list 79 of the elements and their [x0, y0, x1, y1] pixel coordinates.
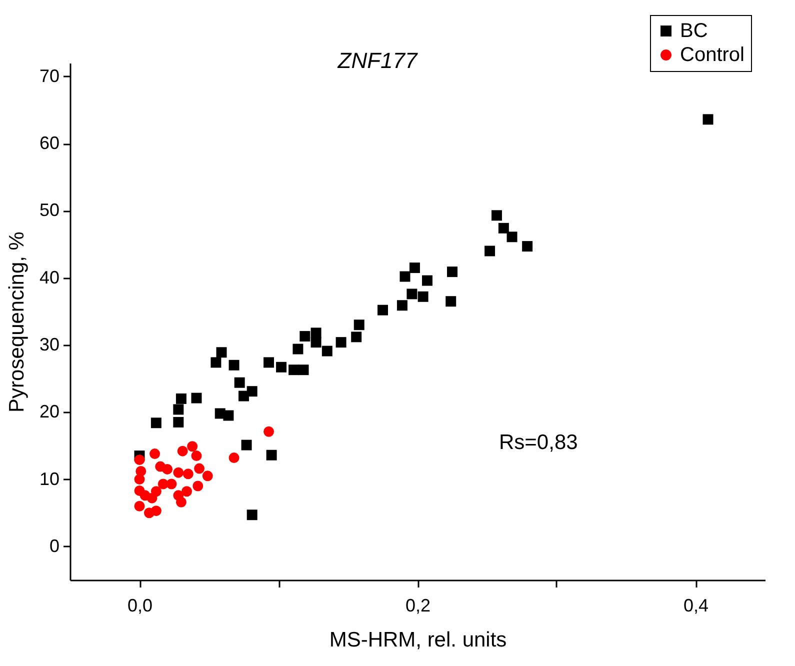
- point: [173, 404, 184, 415]
- point: [336, 337, 346, 348]
- point: [187, 441, 198, 452]
- chart-title: ZNF177: [336, 48, 418, 73]
- point: [173, 467, 184, 478]
- point: [246, 386, 258, 397]
- point: [491, 210, 502, 221]
- y-axis-title: Pyrosequencing, %: [5, 232, 28, 412]
- point: [134, 474, 145, 485]
- point: [177, 446, 188, 456]
- point: [223, 410, 234, 421]
- point: [246, 510, 258, 520]
- point: [264, 357, 274, 368]
- point: [447, 266, 458, 278]
- point: [310, 337, 322, 348]
- point: [506, 232, 518, 242]
- annotation: Rs=0,83: [499, 430, 578, 454]
- point: [310, 328, 322, 338]
- y-tick-label: 70: [39, 66, 60, 86]
- point: [418, 291, 428, 302]
- point: [396, 300, 408, 311]
- point: [194, 463, 205, 474]
- point: [134, 500, 145, 512]
- x-axis-title: MS-HRM, rel. units: [329, 628, 507, 652]
- y-tick-label: 10: [39, 468, 60, 489]
- y-tick-label: 20: [39, 402, 60, 422]
- point: [446, 296, 456, 307]
- point: [351, 332, 362, 342]
- point: [162, 464, 173, 474]
- point: [406, 288, 418, 300]
- point: [150, 418, 162, 428]
- point: [202, 470, 213, 482]
- legend-label: Control: [680, 44, 744, 66]
- point: [409, 262, 420, 274]
- point: [702, 114, 714, 125]
- point: [182, 468, 194, 480]
- y-tick-label: 50: [39, 200, 60, 220]
- point: [276, 362, 287, 372]
- point: [422, 275, 432, 286]
- y-tick-label: 0: [49, 536, 60, 556]
- point: [176, 496, 186, 508]
- point: [300, 331, 310, 342]
- point: [228, 360, 240, 370]
- point: [166, 478, 177, 490]
- point: [292, 344, 304, 354]
- y-tick-label: 30: [39, 334, 60, 354]
- point: [134, 454, 145, 466]
- point: [150, 506, 162, 516]
- point: [182, 486, 192, 497]
- point: [150, 448, 160, 460]
- y-tick-label: 40: [39, 267, 60, 288]
- point: [400, 271, 410, 282]
- x-tick-label: 0,4: [683, 596, 709, 616]
- point: [498, 222, 509, 234]
- point: [210, 357, 222, 368]
- point: [191, 392, 202, 404]
- point: [228, 452, 240, 464]
- point: [173, 416, 184, 428]
- point: [522, 241, 533, 252]
- point: [191, 450, 202, 462]
- x-tick-label: 0,2: [405, 596, 431, 616]
- point: [264, 426, 274, 437]
- point: [176, 393, 186, 404]
- x-tick-label: 0,0: [127, 596, 153, 616]
- point: [146, 492, 158, 504]
- point: [234, 377, 245, 388]
- point: [322, 346, 332, 356]
- point: [266, 450, 277, 460]
- point: [241, 440, 252, 450]
- point: [378, 304, 388, 316]
- point: [238, 390, 249, 402]
- point: [354, 320, 364, 330]
- point: [288, 364, 300, 376]
- legend-label: BC: [680, 20, 708, 42]
- point: [192, 480, 204, 492]
- y-tick-label: 60: [39, 133, 60, 154]
- point: [216, 347, 227, 358]
- point: [298, 364, 309, 376]
- point: [484, 246, 496, 256]
